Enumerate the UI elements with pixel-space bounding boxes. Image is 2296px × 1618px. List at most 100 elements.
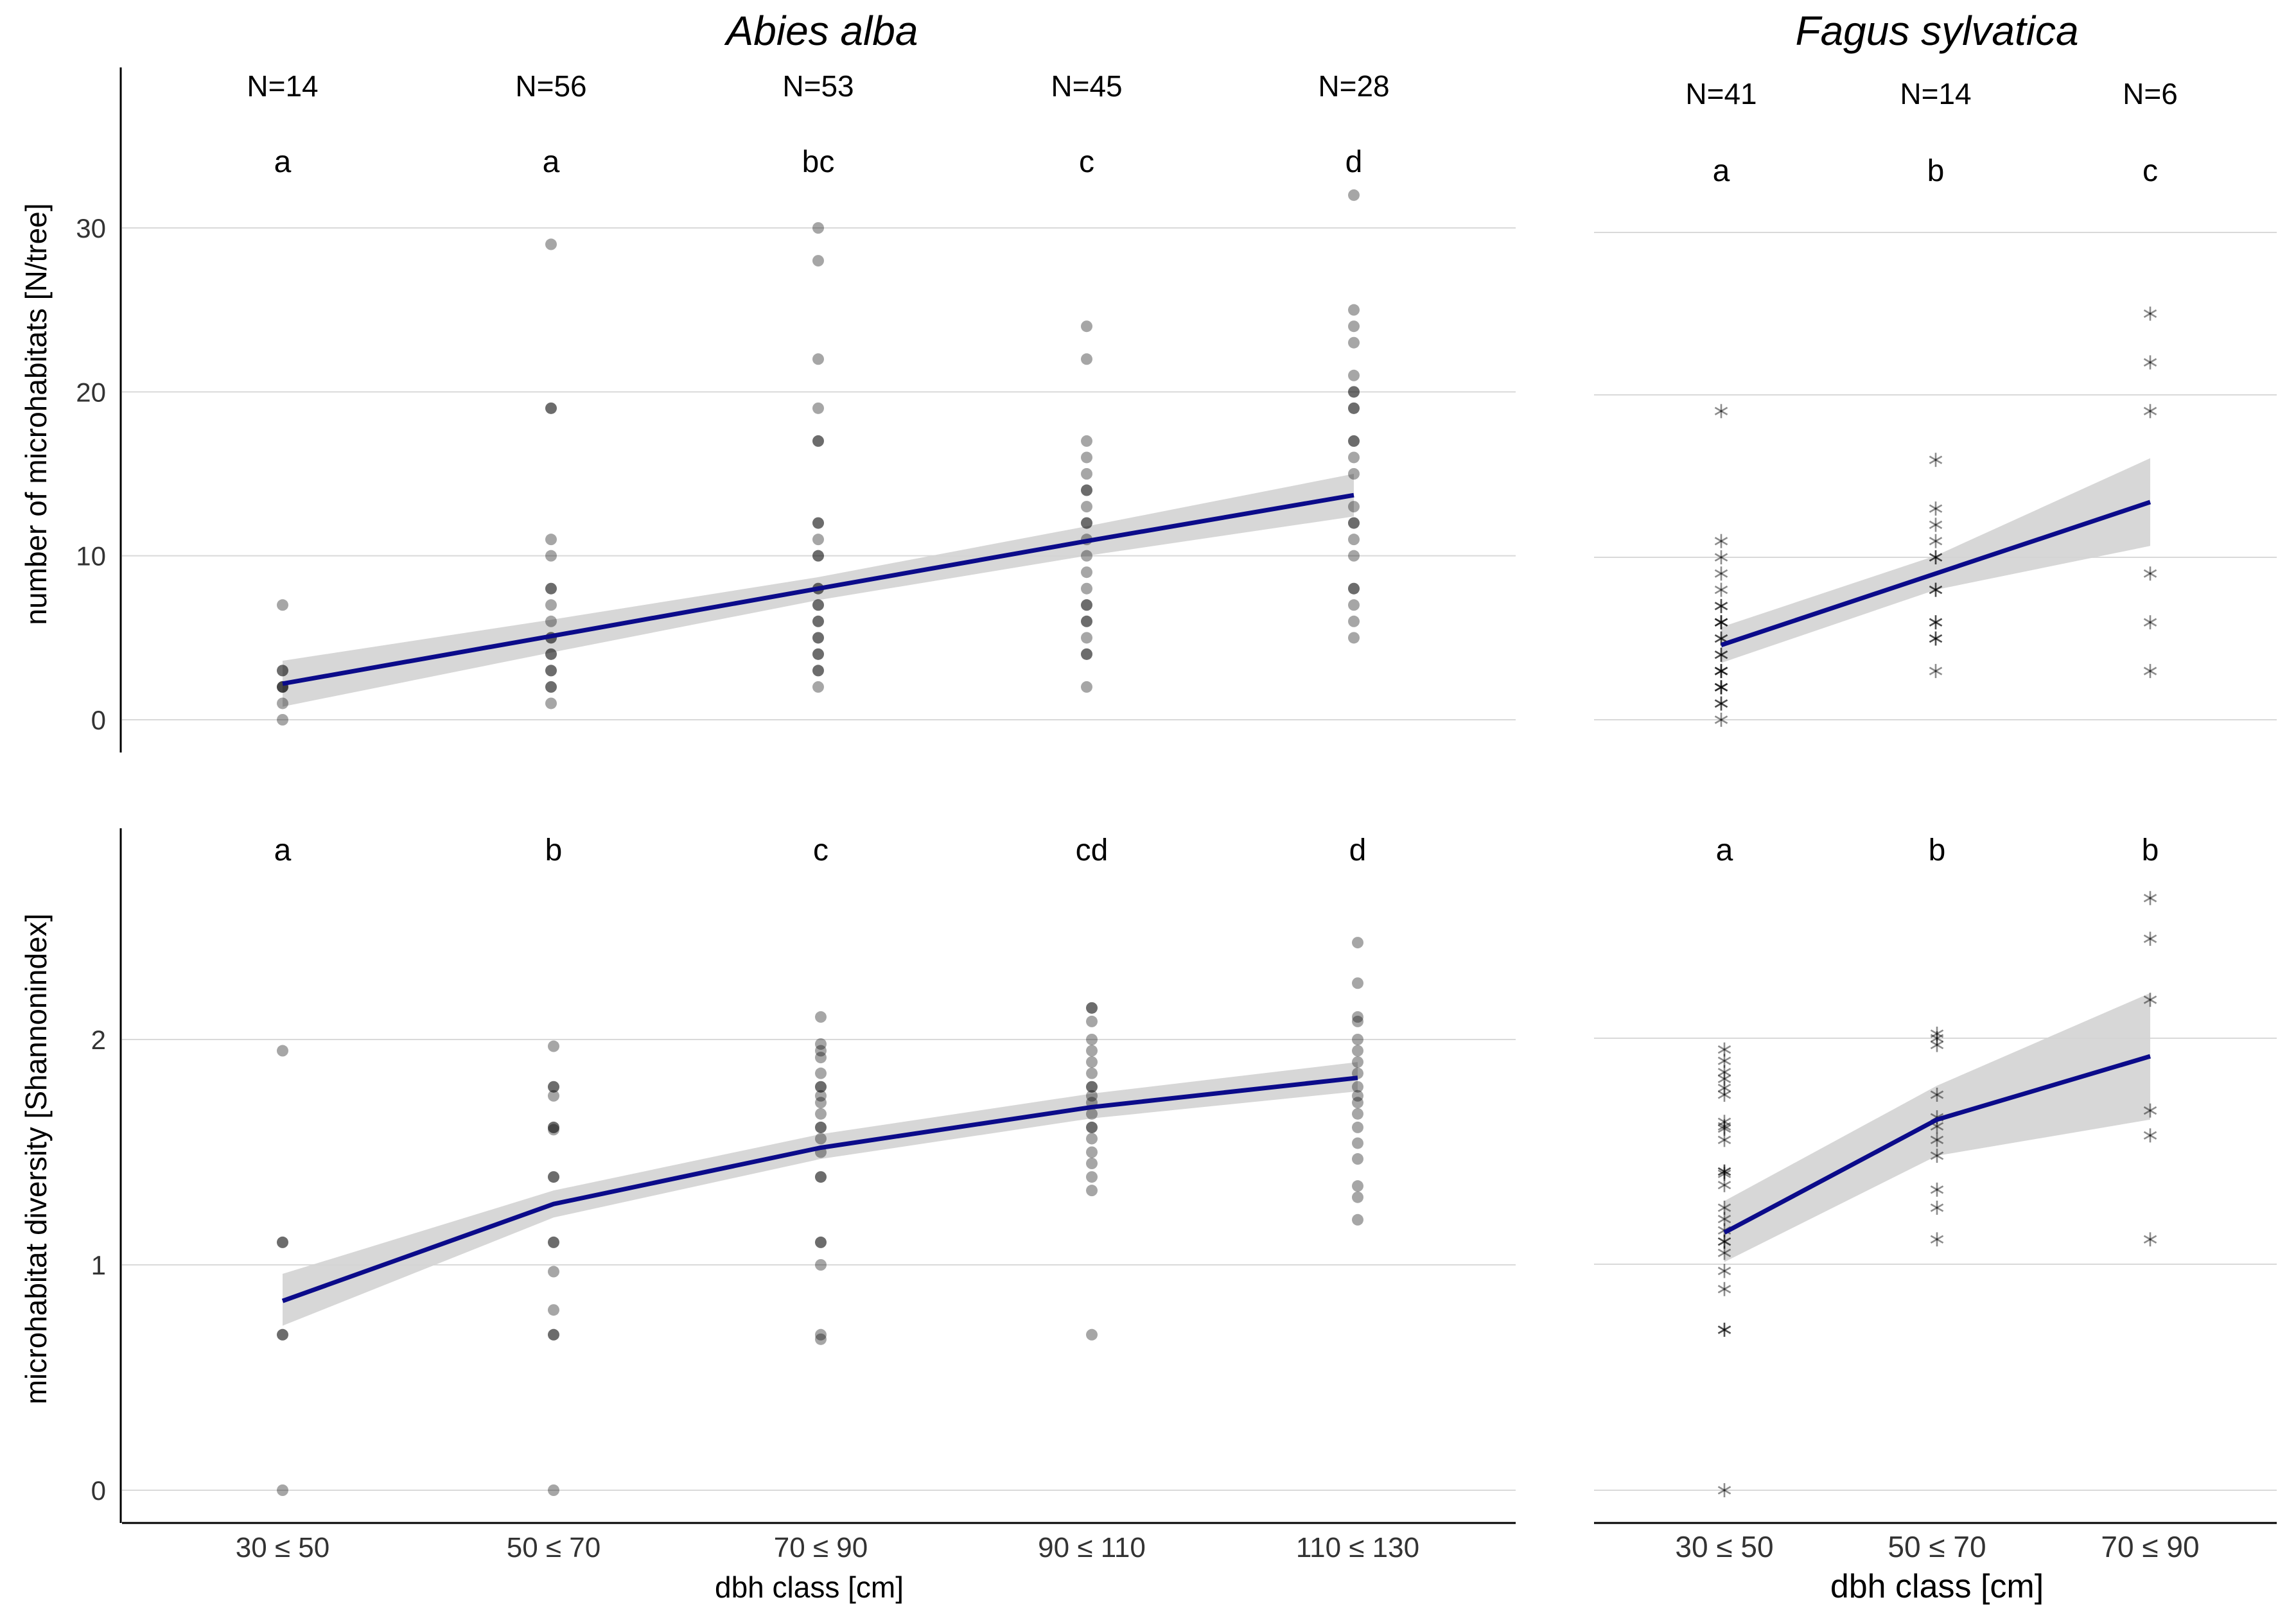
x-tick-label: 30 ≤ 50 [236, 1532, 329, 1563]
data-point-stroke [2143, 995, 2157, 1004]
data-point [812, 550, 824, 562]
data-point-stroke [1714, 666, 1728, 675]
data-point-stroke [1714, 650, 1728, 659]
data-point-stroke [1714, 715, 1728, 724]
significance-letter: b [1927, 154, 1945, 188]
data-point-stroke [1929, 585, 1943, 595]
abies-title: Abies alba [724, 8, 918, 54]
data-point [1348, 320, 1360, 333]
significance-letter: a [274, 833, 292, 867]
data-point [812, 665, 824, 677]
data-point-stroke [1717, 1090, 1731, 1099]
data-point-stroke [1929, 553, 1943, 562]
data-point-stroke [1717, 1214, 1731, 1224]
data-point-stroke [1929, 634, 1943, 643]
data-point [2143, 404, 2157, 419]
data-point-stroke [1930, 1151, 1944, 1160]
data-point [548, 1236, 559, 1248]
data-point [1714, 696, 1728, 711]
data-point-stroke [1714, 634, 1728, 643]
data-point [1714, 550, 1728, 564]
data-point [1086, 1133, 1098, 1145]
x-axis-label-fagus: dbh class [cm] [1830, 1568, 2044, 1605]
data-point [1714, 680, 1728, 695]
data-point [815, 1090, 827, 1102]
data-point [815, 1038, 827, 1050]
data-point-stroke [1929, 666, 1943, 675]
significance-letter: a [274, 145, 292, 179]
data-point-stroke [1717, 1167, 1731, 1176]
data-point-stroke [1714, 602, 1728, 611]
data-point-stroke [1929, 618, 1943, 627]
data-point [548, 1236, 559, 1248]
y-tick-label: 20 [76, 377, 106, 407]
data-point [1717, 1164, 1731, 1179]
data-point-stroke [1717, 1122, 1731, 1131]
data-point [1348, 402, 1360, 414]
data-point-stroke [1717, 1203, 1731, 1212]
y-tick-label: 0 [91, 1475, 106, 1506]
data-point [1717, 1246, 1731, 1260]
data-point-stroke [1930, 1029, 1944, 1038]
data-point-stroke [1714, 683, 1728, 692]
data-point-stroke [1930, 1034, 1944, 1043]
data-point [545, 681, 557, 693]
data-point [548, 1328, 559, 1341]
data-point [1081, 648, 1092, 660]
data-point-stroke [1929, 666, 1943, 675]
data-point [812, 402, 824, 414]
data-point [1352, 1214, 1363, 1226]
data-point [1717, 1121, 1731, 1136]
data-point-stroke [1714, 553, 1728, 562]
data-point [545, 648, 557, 660]
data-point [1352, 1153, 1363, 1165]
data-point [1352, 1081, 1363, 1093]
data-point-stroke [2143, 406, 2157, 415]
significance-letter: c [1079, 145, 1094, 179]
data-point-stroke [1714, 602, 1728, 611]
data-point [1717, 1212, 1731, 1226]
data-point [1714, 647, 1728, 662]
data-point-stroke [1930, 1151, 1944, 1160]
data-point-stroke [1929, 585, 1943, 595]
data-point [1348, 468, 1360, 480]
data-point [2143, 306, 2157, 321]
data-point-stroke [1717, 1045, 1731, 1054]
y-tick-label: 0 [91, 705, 106, 735]
fit-line [282, 492, 1354, 686]
significance-letter: b [1929, 833, 1946, 867]
data-point-stroke [1714, 699, 1728, 708]
panel-abies-shannon: 0 1 2 30 ≤ 50 50 ≤ 70 70 ≤ 90 90 ≤ 110 110 ≤ 13… [91, 828, 1516, 1563]
data-point-stroke [1717, 1266, 1731, 1276]
data-point-stroke [1929, 618, 1943, 627]
significance-letter: b [2142, 833, 2159, 867]
n-label: N=6 [2123, 77, 2178, 110]
data-point [812, 632, 824, 644]
data-point [1081, 615, 1092, 627]
data-point [1717, 1201, 1731, 1215]
data-point [545, 681, 557, 693]
data-point [545, 550, 557, 562]
data-point [548, 1124, 559, 1136]
data-point-stroke [1714, 683, 1728, 692]
data-point-stroke [1929, 634, 1943, 643]
data-point-stroke [2143, 569, 2157, 578]
data-point [1717, 1282, 1731, 1296]
data-point [812, 255, 824, 267]
data-point [1717, 1164, 1731, 1179]
data-point-stroke [1929, 537, 1943, 546]
x-tick-label: 70 ≤ 90 [774, 1532, 868, 1563]
data-point-stroke [1717, 1083, 1731, 1093]
data-point [1929, 550, 1943, 564]
data-point-stroke [1929, 618, 1943, 627]
data-point [548, 1171, 559, 1183]
data-point-stroke [1714, 553, 1728, 562]
data-point [1086, 1158, 1098, 1170]
data-point-stroke [1717, 1068, 1731, 1077]
data-point-stroke [1717, 1181, 1731, 1190]
data-point [1930, 1026, 1944, 1041]
data-point-stroke [1714, 666, 1728, 675]
data-point-stroke [1714, 666, 1728, 675]
y-tick-label: 1 [91, 1250, 106, 1280]
data-point [1348, 615, 1360, 627]
